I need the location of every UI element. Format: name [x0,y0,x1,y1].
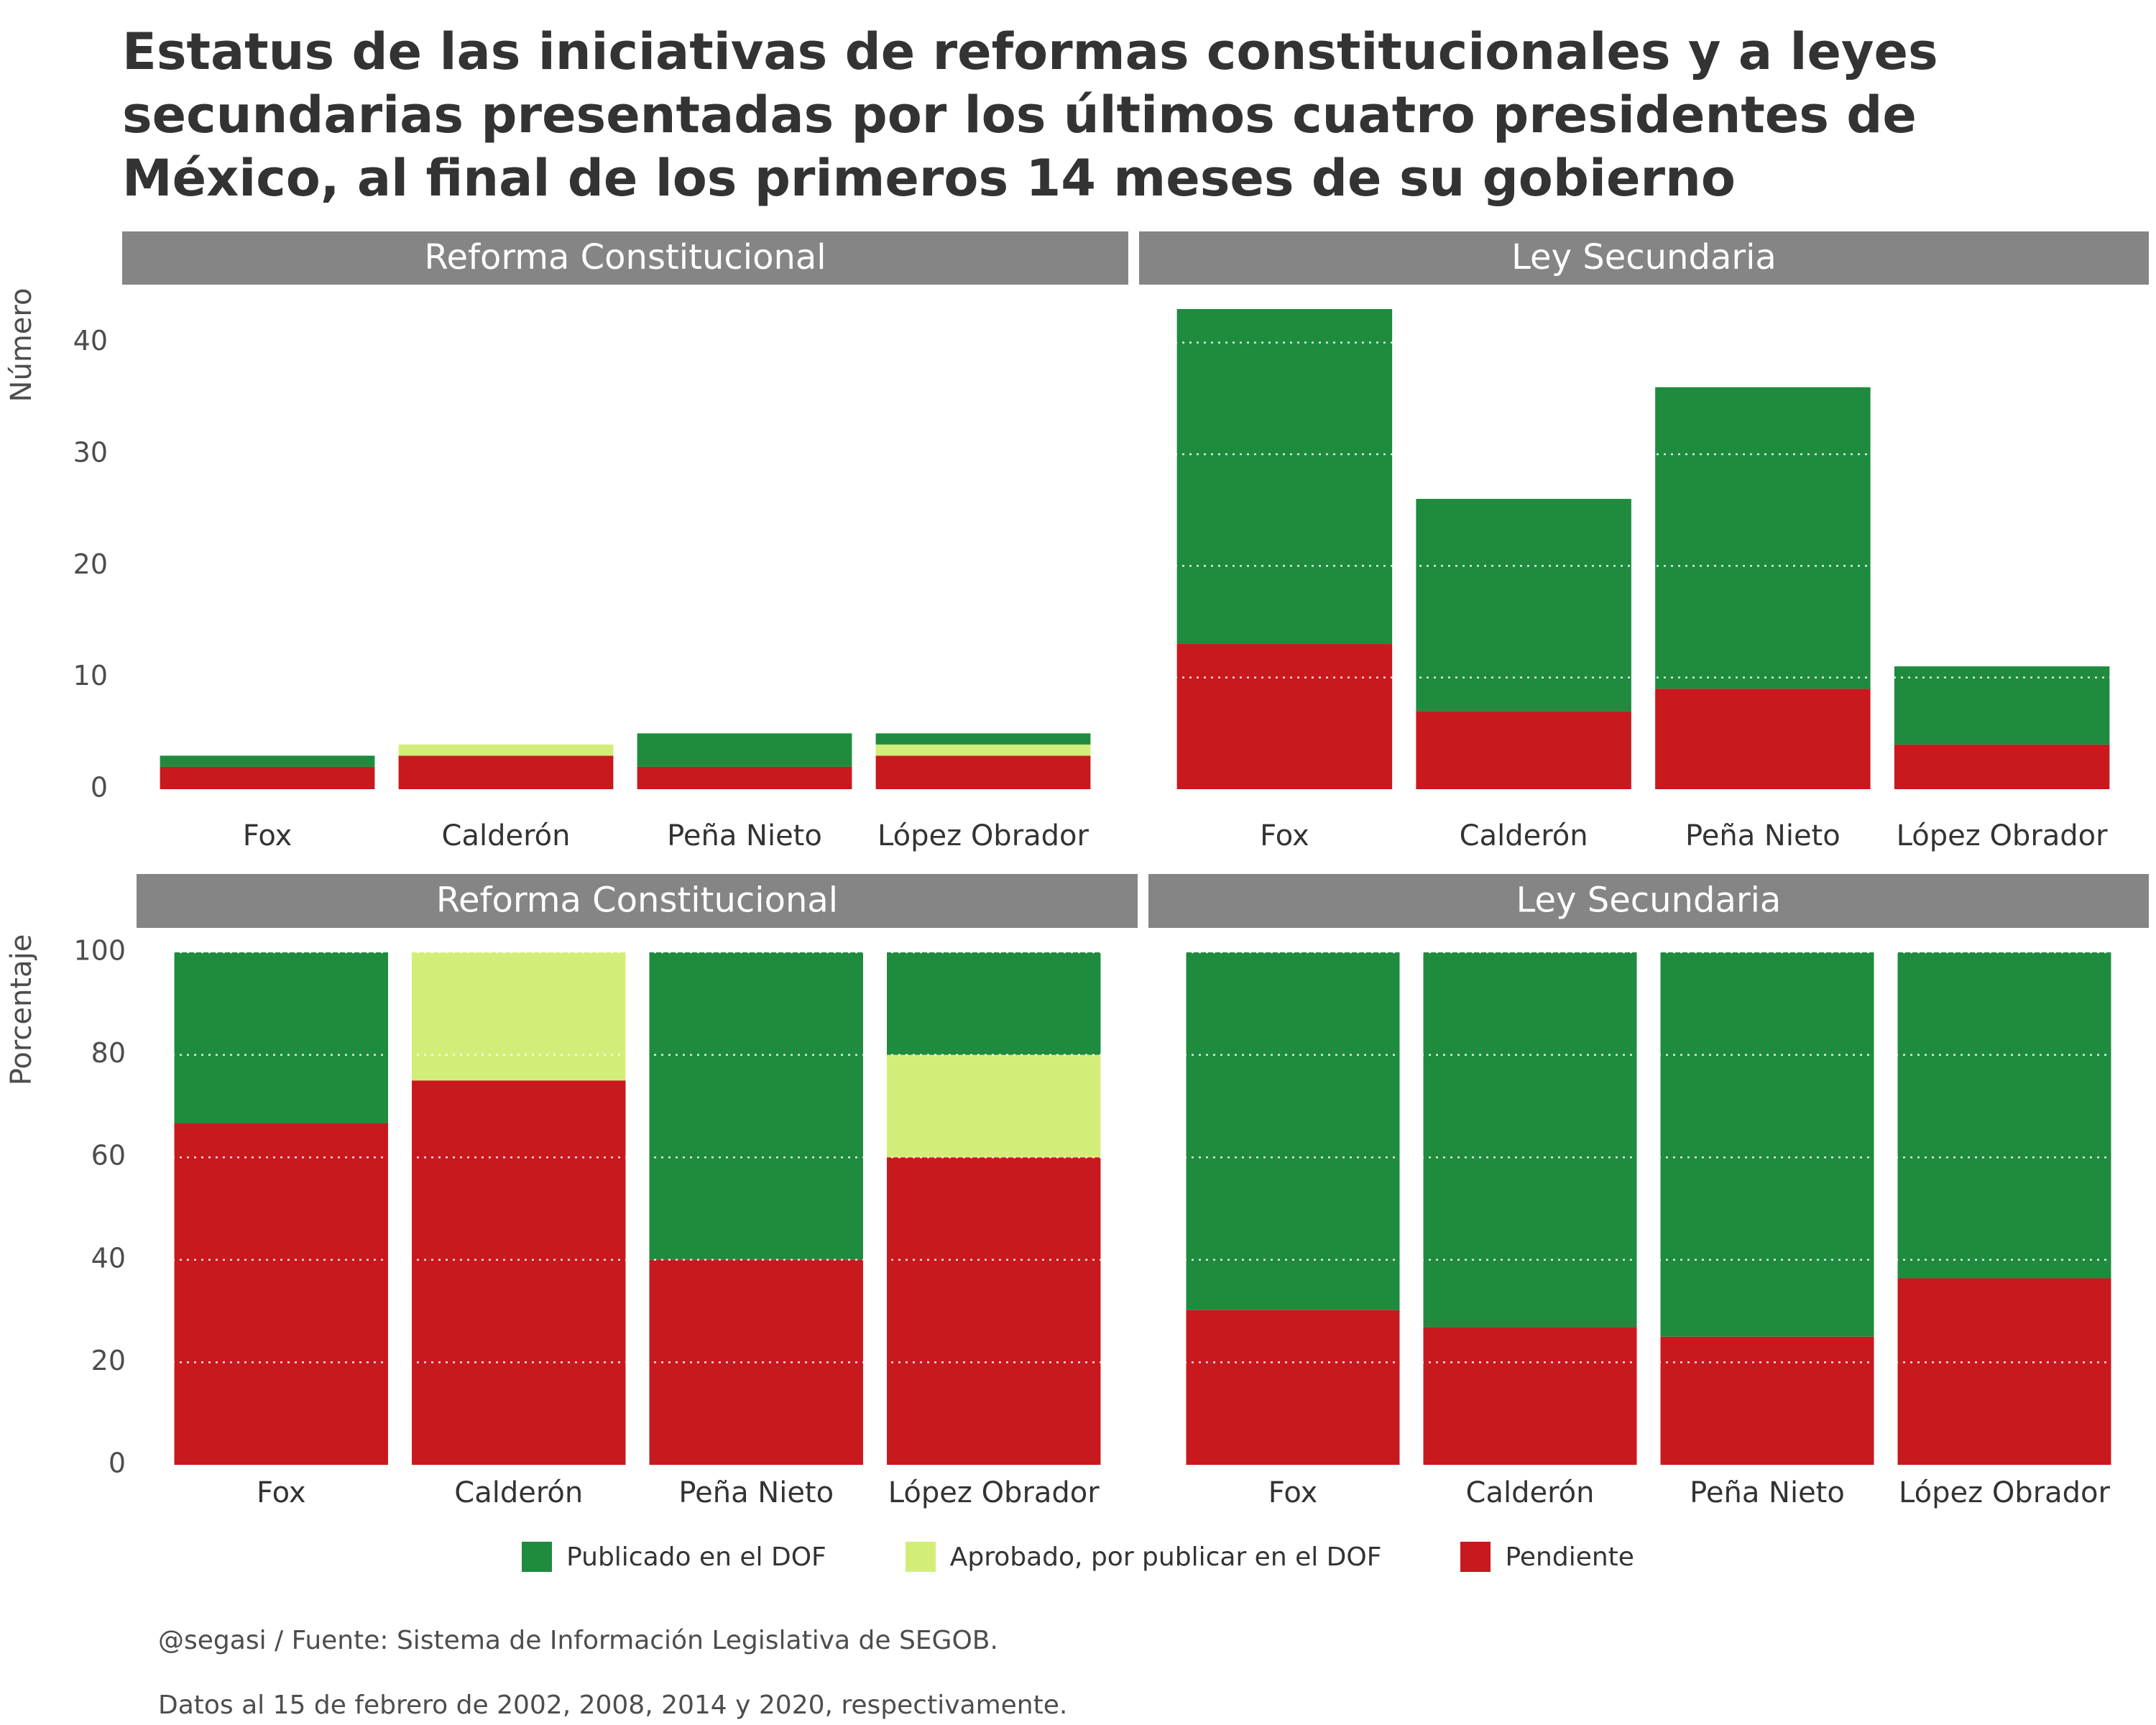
bar-pendiente [160,766,375,789]
legend: Publicado en el DOF Aprobado, por public… [0,1542,2156,1572]
legend-item-aprobado: Aprobado, por publicar en el DOF [905,1542,1382,1572]
facet-label-ley-secundaria: Ley Secundaria [1516,880,1782,921]
bar-pendiente [412,1080,626,1465]
bar-aprobado-por-publicar-en-el-dof [412,952,626,1081]
x-tick-label: López Obrador [1899,1476,2110,1509]
y-tick-label: 40 [91,1242,126,1274]
x-tick-label: Calderón [1466,1476,1595,1509]
y-tick-label: 10 [73,660,108,691]
caption-dates: Datos al 15 de febrero de 2002, 2008, 20… [158,1690,1068,1720]
x-tick-label: Peña Nieto [1690,1476,1845,1509]
bar-pendiente [1660,1336,1874,1465]
bar-pendiente [1176,644,1393,789]
x-tick-label: Calderón [1460,819,1588,852]
facet-strip [1139,231,2149,285]
legend-label-publicado: Publicado en el DOF [566,1542,826,1572]
bar-publicado-en-el-dof [875,733,1091,745]
facet-label-reforma-constitucional: Reforma Constitucional [436,880,838,921]
chart-title: Estatus de las iniciativas de reformas c… [122,22,1938,208]
legend-swatch-pendiente [1460,1542,1491,1572]
bar-pendiente [1897,1278,2111,1465]
x-tick-label: Calderón [454,1476,583,1509]
legend-label-aprobado: Aprobado, por publicar en el DOF [949,1542,1382,1572]
bar-publicado-en-el-dof [1416,499,1631,712]
bar-pendiente [398,755,614,789]
x-tick-label: Peña Nieto [678,1476,834,1509]
bar-pendiente [1894,744,2110,789]
bar-publicado-en-el-dof [174,952,388,1123]
x-tick-label: Fox [1268,1476,1318,1509]
legend-swatch-publicado [522,1542,553,1572]
x-tick-label: López Obrador [888,1476,1100,1509]
facet-strip [122,231,1128,285]
bar-pendiente [174,1123,388,1465]
legend-label-pendiente: Pendiente [1505,1542,1634,1572]
bar-publicado-en-el-dof [1655,387,1871,689]
legend-item-pendiente: Pendiente [1460,1542,1634,1572]
bar-pendiente [637,766,852,789]
bar-pendiente [1186,1310,1400,1465]
bar-publicado-en-el-dof [1176,309,1393,645]
bar-pendiente [1655,689,1871,789]
x-tick-label: Fox [1260,819,1309,852]
x-tick-label: Fox [243,819,292,852]
y-axis-title: Porcentaje [5,934,38,1086]
y-tick-label: 0 [91,772,108,804]
legend-swatch-aprobado [905,1542,936,1572]
y-tick-label: 80 [91,1037,126,1069]
facet-label-ley-secundaria: Ley Secundaria [1511,237,1777,277]
bar-publicado-en-el-dof [1894,666,2110,745]
bar-pendiente [1416,711,1631,789]
x-tick-label: Peña Nieto [1685,819,1841,852]
bar-pendiente [1423,1327,1637,1465]
facet-label-reforma-constitucional: Reforma Constitucional [424,237,826,277]
chart-area: Número 0 10 20 30 40 Reforma Constitucional Fox… [5,231,2149,1509]
facet-strip [137,874,1138,928]
legend-item-publicado: Publicado en el DOF [522,1542,826,1572]
x-tick-label: López Obrador [1897,819,2108,852]
y-tick-label: 20 [91,1345,126,1376]
y-tick-label: 40 [73,325,108,356]
bar-publicado-en-el-dof [1897,952,2111,1279]
x-tick-label: Peña Nieto [667,819,822,852]
bar-publicado-en-el-dof [160,755,375,767]
y-tick-label: 60 [91,1140,126,1172]
bar-pendiente [887,1157,1101,1465]
bar-aprobado-por-publicar-en-el-dof [887,1054,1101,1158]
x-tick-label: López Obrador [877,819,1089,852]
y-tick-label: 30 [73,436,108,468]
caption-source: @segasi / Fuente: Sistema de Información… [158,1626,998,1655]
bar-pendiente [875,755,1091,789]
y-tick-label: 0 [109,1448,126,1479]
bar-aprobado-por-publicar-en-el-dof [398,744,614,756]
bar-publicado-en-el-dof [1423,952,1637,1328]
x-tick-label: Calderón [442,819,571,852]
y-axis-title: Número [5,288,38,402]
bar-publicado-en-el-dof [887,952,1101,1055]
y-tick-label: 20 [73,548,108,580]
facet-strip [1148,874,2149,928]
x-tick-label: Fox [257,1476,306,1509]
bar-aprobado-por-publicar-en-el-dof [875,744,1091,756]
bar-publicado-en-el-dof [1660,952,1874,1337]
bar-publicado-en-el-dof [1186,952,1400,1310]
bar-publicado-en-el-dof [637,733,852,767]
bar-publicado-en-el-dof [649,952,863,1260]
y-tick-label: 100 [73,935,126,967]
